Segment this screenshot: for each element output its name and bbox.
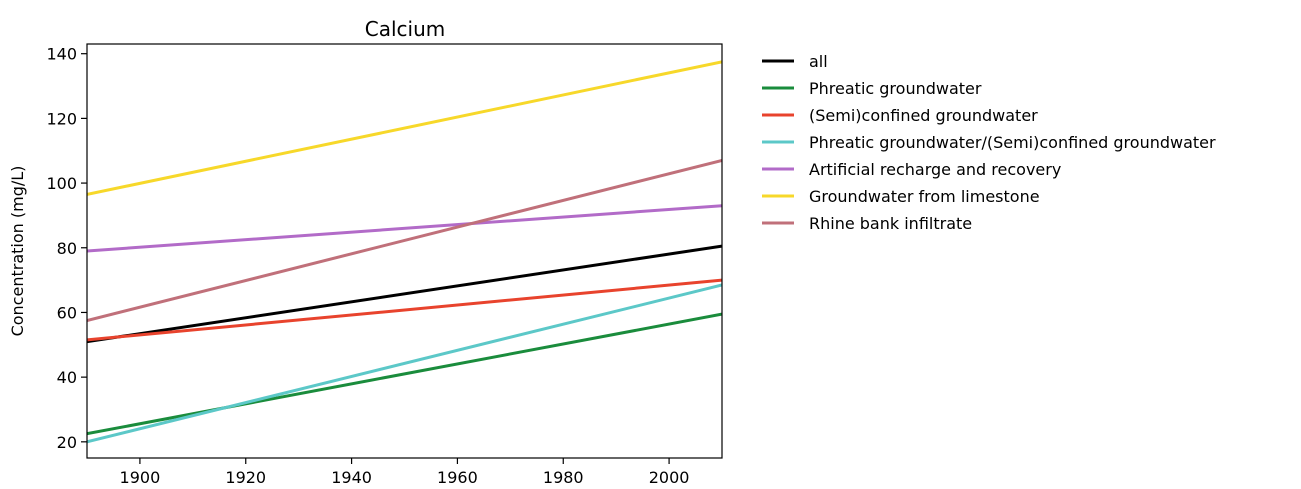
x-tick-label: 1940 bbox=[331, 468, 372, 487]
y-tick-label: 80 bbox=[57, 239, 77, 258]
x-tick-label: 2000 bbox=[649, 468, 690, 487]
y-tick-label: 140 bbox=[46, 45, 77, 64]
legend-label-4: Artificial recharge and recovery bbox=[809, 160, 1061, 179]
legend: all Phreatic groundwater (Semi)confined gr… bbox=[762, 52, 1216, 233]
legend-label-0: all bbox=[809, 52, 828, 71]
plot-frame bbox=[86, 43, 723, 459]
series-line-6 bbox=[87, 158, 722, 322]
y-tick-label: 120 bbox=[46, 109, 77, 128]
x-tick-label: 1960 bbox=[437, 468, 478, 487]
x-tick-label: 1920 bbox=[225, 468, 266, 487]
legend-label-6: Rhine bank infiltrate bbox=[809, 214, 972, 233]
legend-label-2: (Semi)confined groundwater bbox=[809, 106, 1038, 125]
chart-title: Calcium bbox=[365, 17, 446, 41]
y-tick-label: 20 bbox=[57, 433, 77, 452]
y-tick-label: 40 bbox=[57, 368, 77, 387]
y-tick-label: 60 bbox=[57, 303, 77, 322]
y-axis-label: Concentration (mg/L) bbox=[8, 166, 27, 337]
series-line-0 bbox=[87, 244, 722, 344]
legend-label-3: Phreatic groundwater/(Semi)confined grou… bbox=[809, 133, 1216, 152]
series-line-1 bbox=[87, 312, 722, 436]
series-lines bbox=[87, 60, 722, 444]
x-tick-label: 1980 bbox=[543, 468, 584, 487]
series-line-3 bbox=[87, 283, 722, 444]
series-line-5 bbox=[87, 60, 722, 196]
plot-area: 1900 1920 1940 1960 1980 2000 20 40 60 80 100 120 14… bbox=[46, 43, 723, 487]
legend-label-5: Groundwater from limestone bbox=[809, 187, 1040, 206]
series-line-2 bbox=[87, 278, 722, 342]
series-line-4 bbox=[87, 204, 722, 253]
y-tick-label: 100 bbox=[46, 174, 77, 193]
x-tick-label: 1900 bbox=[120, 468, 161, 487]
legend-label-1: Phreatic groundwater bbox=[809, 79, 982, 98]
